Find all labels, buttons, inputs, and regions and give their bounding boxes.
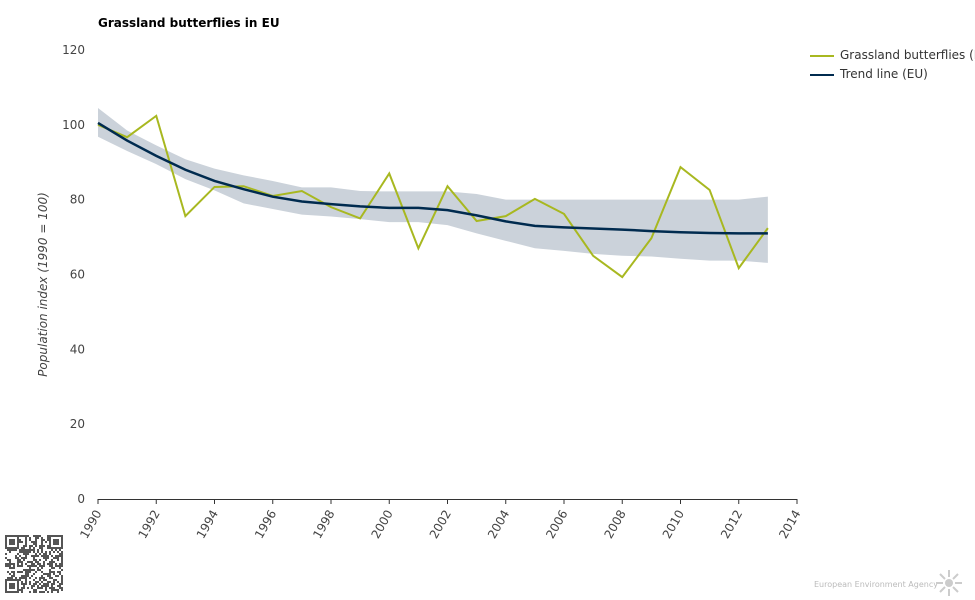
y-tick-label: 40 — [70, 342, 85, 356]
legend-label: Trend line (EU) — [840, 67, 928, 81]
x-tick-label: 2010 — [660, 508, 687, 541]
x-tick-label: 2002 — [427, 508, 454, 541]
x-tick-label: 1996 — [252, 508, 279, 541]
legend-swatch-trend — [810, 73, 834, 76]
qr-code-icon — [5, 535, 63, 593]
legend-label: Grassland butterflies (EU) — [840, 48, 975, 62]
x-tick-label: 2014 — [776, 508, 803, 541]
x-tick-label: 1992 — [135, 508, 162, 541]
x-tick-label: 2008 — [601, 508, 628, 541]
y-tick-label: 100 — [62, 118, 85, 132]
y-tick-label: 60 — [70, 268, 85, 282]
y-axis-label: Population index (1990 = 100) — [36, 192, 50, 377]
x-tick-label: 1990 — [77, 508, 104, 541]
y-tick-label: 120 — [62, 43, 85, 57]
x-tick-label: 2006 — [543, 508, 570, 541]
trend-line — [97, 121, 768, 235]
logo-text: European Environment Agency — [814, 580, 938, 589]
legend-item-butterflies[interactable]: Grassland butterflies (EU) — [810, 48, 975, 62]
confidence-band — [98, 107, 768, 263]
y-tick-label: 0 — [77, 492, 85, 506]
x-tick-label: 2004 — [485, 508, 512, 541]
y-tick-label: 80 — [70, 193, 85, 207]
legend-swatch-butterflies — [810, 54, 834, 57]
y-tick-label: 20 — [70, 417, 85, 431]
legend-item-trend[interactable]: Trend line (EU) — [810, 67, 928, 81]
x-tick-label: 2000 — [368, 508, 395, 541]
x-tick-label: 1994 — [194, 508, 221, 541]
x-tick-label: 2012 — [718, 508, 745, 541]
eea-logo: European Environment Agency — [814, 570, 962, 596]
chart-title: Grassland butterflies in EU — [98, 16, 280, 30]
eea-sun-icon — [936, 570, 962, 596]
butterflies-line — [97, 114, 769, 279]
x-tick-label: 1998 — [310, 508, 337, 541]
